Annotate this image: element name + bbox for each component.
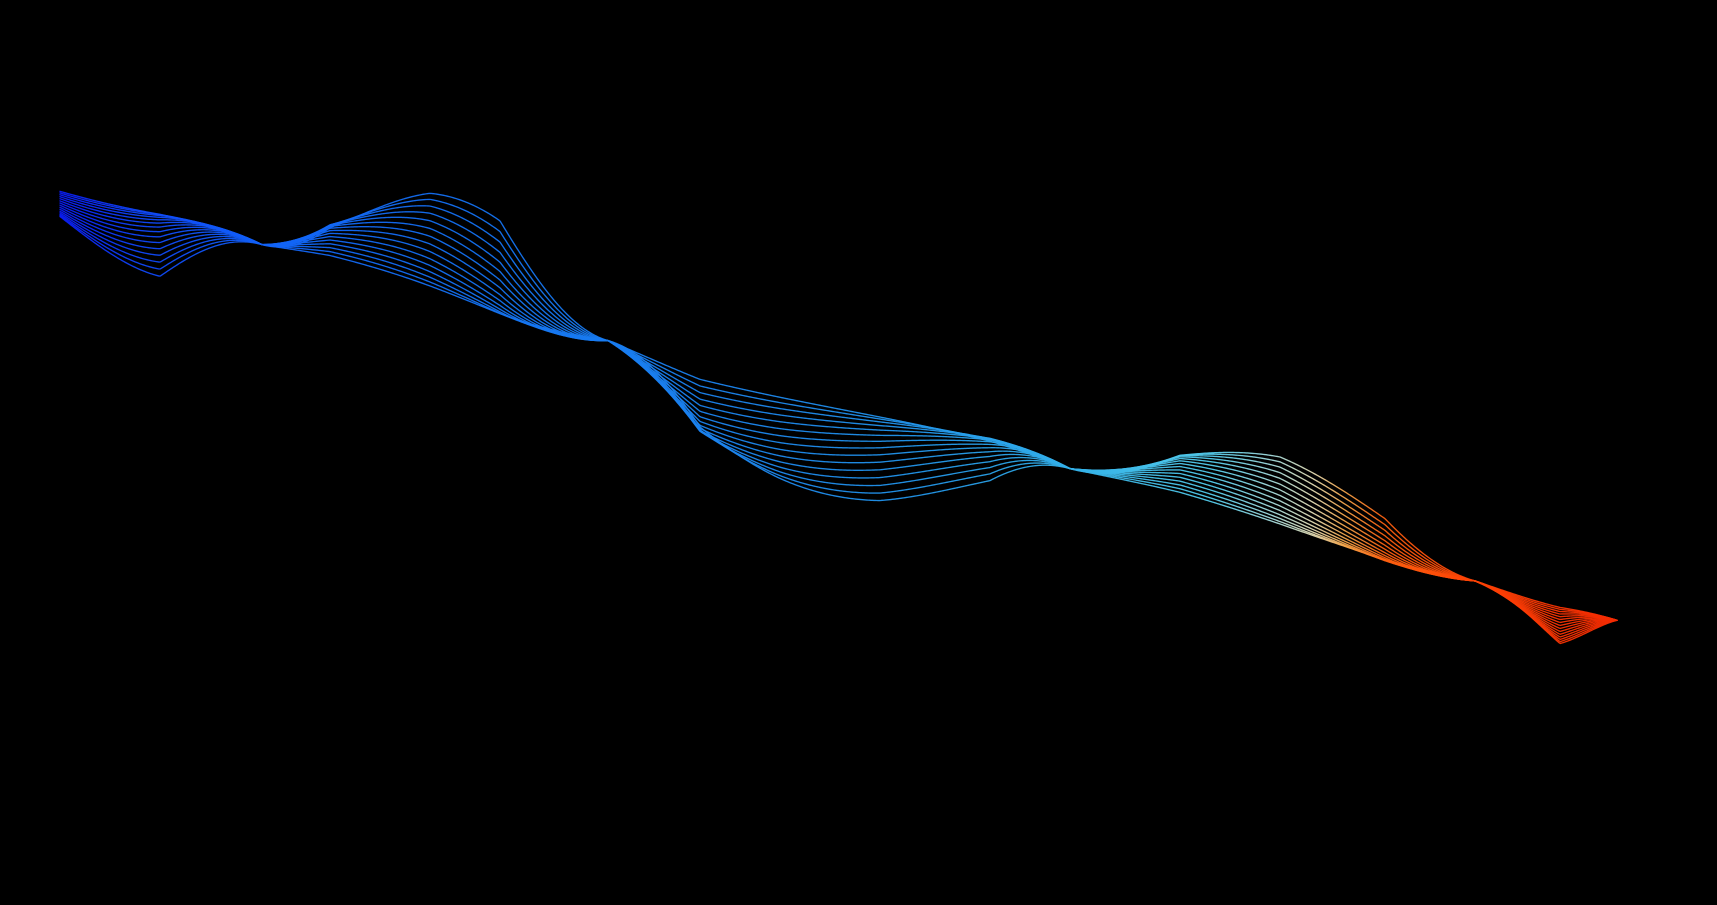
- wave-curve-14: [59, 190, 1618, 621]
- wave-curve-9: [59, 200, 1618, 621]
- wave-curve-7: [59, 204, 1618, 627]
- wave-series-group: [59, 190, 1618, 645]
- wave-curve-8: [59, 202, 1618, 624]
- wave-curve-6: [59, 206, 1618, 630]
- wave-curve-5: [59, 208, 1618, 633]
- wave-curve-11: [59, 196, 1618, 621]
- wave-curve-10: [59, 198, 1618, 621]
